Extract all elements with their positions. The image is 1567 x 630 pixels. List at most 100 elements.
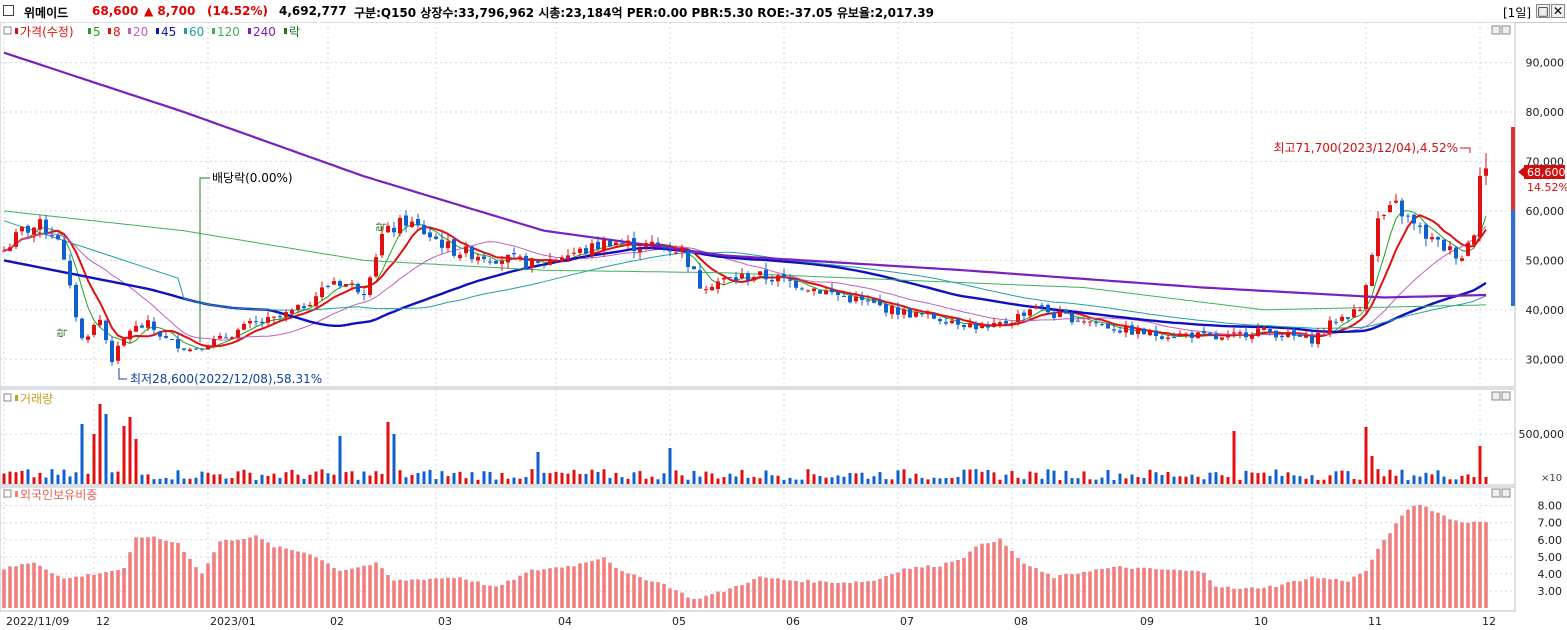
foreign-holding-bar	[1064, 573, 1068, 608]
ma-legend-60[interactable]: 60	[189, 25, 204, 39]
candle-body	[1064, 309, 1068, 314]
candle-body	[1286, 332, 1290, 337]
ma-legend-20[interactable]: 20	[133, 25, 148, 39]
foreign-holding-bar	[1394, 523, 1398, 608]
volume-bar	[1256, 473, 1260, 484]
close-icon[interactable]: ✕	[1551, 4, 1565, 18]
volume-bar	[962, 469, 966, 484]
volume-bar	[956, 476, 960, 484]
ma-line-240	[3, 51, 1487, 299]
candle-body	[344, 284, 348, 287]
foreign-holding-bar	[1004, 545, 1008, 608]
foreign-holding-bar	[992, 542, 996, 608]
foreign-holding-bar	[422, 579, 426, 608]
ma-legend-8[interactable]: 8	[113, 25, 121, 39]
volume-bar	[248, 472, 252, 484]
legend-price[interactable]: 가격(수정)	[20, 25, 74, 39]
volume-bar	[392, 434, 396, 484]
candle-body	[1220, 337, 1224, 340]
volume-bar	[506, 478, 510, 484]
legend-volume[interactable]: 거래량	[20, 392, 53, 406]
candle-body	[380, 233, 384, 256]
price-tick-label: 30,000	[1526, 353, 1565, 366]
candle-body	[500, 260, 504, 264]
price-panel-close-icon[interactable]	[1501, 25, 1511, 35]
candle-body	[1448, 246, 1452, 251]
volume-bar	[356, 479, 360, 484]
foreign-holding-bar	[1268, 585, 1272, 608]
volume-bar	[776, 475, 780, 484]
foreign-holding-bar	[1106, 568, 1110, 608]
candle-body	[494, 260, 498, 264]
legend-foreign[interactable]: 외국인보유비중	[20, 488, 97, 502]
volume-panel-close-icon[interactable]	[1501, 391, 1511, 401]
foreign-holding-bar	[752, 579, 756, 608]
foreign-holding-bar	[1094, 569, 1098, 608]
foreign-holding-bar	[680, 592, 684, 608]
candle-body	[206, 346, 210, 350]
candle-body	[542, 264, 546, 266]
candle-body	[662, 245, 666, 248]
stock-name[interactable]: 위메이드	[24, 6, 69, 20]
foreign-holding-bar	[602, 557, 606, 608]
candle-body	[530, 258, 534, 268]
ma-legend-240[interactable]: 240	[253, 25, 276, 39]
candle-body	[560, 257, 564, 262]
foreign-holding-bar	[1436, 512, 1440, 608]
candle-body	[476, 256, 480, 261]
candle-body	[1100, 324, 1104, 326]
foreign-holding-bar	[686, 597, 690, 608]
candle-body	[14, 232, 18, 247]
foreign-legend-toggle-icon[interactable]	[3, 489, 12, 498]
volume-panel-minimize-icon[interactable]	[1491, 391, 1501, 401]
legend-toggle-icon[interactable]	[3, 26, 12, 35]
volume-bar	[500, 472, 504, 484]
volume-bar	[1154, 472, 1158, 484]
stock-chart[interactable]: 90,00080,00070,00060,00050,00040,00030,0…	[0, 22, 1567, 630]
foreign-holding-bar	[1214, 586, 1218, 608]
foreign-panel-minimize-icon[interactable]	[1491, 488, 1501, 498]
volume-bar	[308, 474, 312, 484]
volume-bar	[374, 471, 378, 484]
scroll-indicator-up[interactable]	[1511, 127, 1515, 210]
ma-legend-5[interactable]: 5	[93, 25, 101, 39]
ma-legend-120[interactable]: 120	[217, 25, 240, 39]
restore-icon[interactable]: □	[1536, 4, 1550, 18]
volume-bar	[1310, 475, 1314, 484]
volume-bar	[896, 470, 900, 484]
candle-body	[320, 287, 324, 298]
candle-body	[506, 254, 510, 263]
candle-body	[698, 270, 702, 289]
volume-bar	[464, 478, 468, 484]
volume-bar	[806, 469, 810, 484]
volume-legend-toggle-icon[interactable]	[3, 393, 12, 402]
foreign-holding-bar	[1454, 520, 1458, 608]
x-tick-label: 05	[672, 615, 686, 628]
candle-body	[398, 217, 402, 234]
foreign-holding-bar	[116, 570, 120, 608]
foreign-holding-bar	[278, 546, 282, 608]
foreign-panel-close-icon[interactable]	[1501, 488, 1511, 498]
foreign-holding-bar	[1478, 521, 1482, 608]
candle-body	[1316, 332, 1320, 345]
foreign-holding-bar	[950, 561, 954, 608]
foreign-holding-bar	[50, 573, 54, 608]
foreign-holding-bar	[410, 579, 414, 608]
volume-bar	[1130, 474, 1134, 484]
volume-bar	[332, 474, 336, 484]
foreign-holding-bar	[182, 551, 186, 608]
foreign-holding-bar	[1190, 570, 1194, 608]
ma-legend-45[interactable]: 45	[161, 25, 176, 39]
foreign-holding-bar	[986, 543, 990, 608]
volume-bar	[830, 477, 834, 484]
candle-body	[170, 338, 174, 340]
foreign-holding-bar	[320, 560, 324, 608]
ma-legend-락[interactable]: 락	[289, 25, 300, 39]
select-checkbox[interactable]	[3, 5, 14, 16]
scroll-indicator-down[interactable]	[1511, 210, 1515, 306]
period-selector[interactable]: [1일]	[1503, 6, 1532, 20]
volume-bar	[38, 472, 42, 484]
price-panel-minimize-icon[interactable]	[1491, 25, 1501, 35]
candle-body	[1352, 309, 1356, 318]
volume-bar	[1472, 477, 1476, 484]
